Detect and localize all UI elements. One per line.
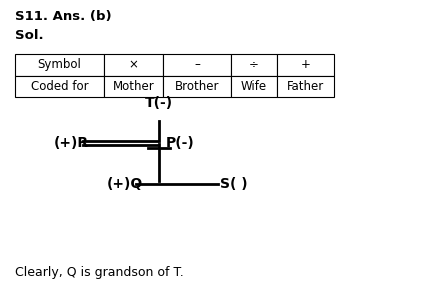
Bar — [104, 75, 163, 97]
Text: Coded for: Coded for — [30, 80, 88, 93]
Text: Father: Father — [286, 80, 324, 93]
Bar — [104, 54, 163, 75]
Text: S( ): S( ) — [220, 177, 248, 191]
Text: Clearly, Q is grandson of T.: Clearly, Q is grandson of T. — [15, 266, 183, 279]
Bar — [15, 54, 104, 75]
Text: Wife: Wife — [241, 80, 267, 93]
Text: Sol.: Sol. — [15, 29, 43, 42]
Bar — [163, 75, 231, 97]
Text: T(-): T(-) — [145, 96, 173, 110]
Text: Symbol: Symbol — [37, 59, 81, 72]
Text: P(-): P(-) — [165, 136, 194, 150]
Text: Brother: Brother — [175, 80, 219, 93]
Text: (+)Q: (+)Q — [106, 177, 143, 191]
Bar — [163, 54, 231, 75]
Text: ÷: ÷ — [249, 59, 259, 72]
Bar — [277, 54, 334, 75]
Text: Mother: Mother — [113, 80, 154, 93]
Text: –: – — [194, 59, 200, 72]
Bar — [231, 54, 277, 75]
Text: ×: × — [129, 59, 139, 72]
Bar — [231, 75, 277, 97]
Text: S11. Ans. (b): S11. Ans. (b) — [15, 10, 111, 23]
Bar — [15, 75, 104, 97]
Text: +: + — [301, 59, 310, 72]
Text: (+)R: (+)R — [54, 136, 89, 150]
Bar — [277, 75, 334, 97]
